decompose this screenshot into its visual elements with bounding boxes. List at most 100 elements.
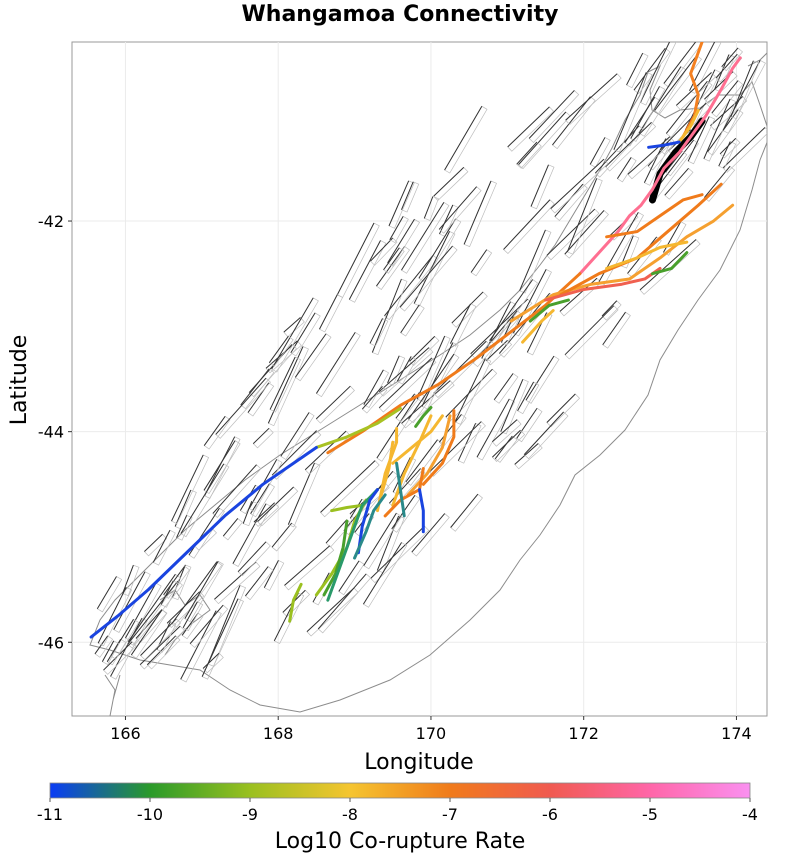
colorbar-tick-label-5: -6 (542, 805, 558, 824)
fault-trace (163, 565, 186, 596)
fault-trace (384, 255, 434, 317)
fault-trace (418, 218, 457, 279)
fault-trace (212, 464, 257, 514)
rupture-trace-11 (605, 193, 704, 239)
fault-trace (201, 598, 239, 677)
fault-trace (387, 219, 415, 264)
fault-trace (122, 565, 134, 594)
fault-trace (202, 652, 220, 669)
fault-trace (423, 196, 434, 219)
fault-trace (252, 427, 270, 444)
rupture-trace-9 (559, 182, 723, 297)
fault-trace (438, 186, 477, 230)
fault-trace (664, 167, 689, 196)
x-axis-title: Longitude (364, 750, 473, 775)
fault-trace (500, 379, 524, 432)
fault-trace (174, 489, 192, 527)
fault-trace (376, 392, 420, 459)
fault-trace (96, 576, 117, 610)
rupture-trace-15 (521, 309, 555, 344)
fault-trace (189, 604, 224, 644)
x-tick-label-0: 166 (110, 724, 141, 743)
fault-trace (626, 52, 644, 86)
colorbar-title: Log10 Co-rupture Rate (275, 829, 526, 854)
fault-trace (336, 222, 375, 296)
fault-trace (411, 513, 446, 553)
rupture-trace-13 (650, 251, 689, 276)
fault-trace (503, 199, 551, 250)
fault-trace (378, 357, 433, 409)
colorbar-tick-label-3: -8 (342, 805, 358, 824)
fault-trace (250, 483, 270, 514)
fault-trace (110, 619, 134, 657)
fault-trace (171, 454, 204, 522)
fault-trace (181, 612, 199, 636)
fault-trace (715, 53, 738, 79)
rupture-trace-1 (578, 56, 742, 276)
fault-trace (97, 587, 127, 644)
rupture-trace-32 (379, 440, 395, 497)
fault-trace (676, 72, 712, 106)
fault-trace (492, 429, 521, 458)
rupture-trace-14 (528, 298, 570, 323)
fault-trace (454, 358, 486, 423)
fault-trace (564, 210, 605, 255)
rupture-trace-30 (418, 488, 425, 534)
colorbar (49, 782, 751, 799)
fault-trace (429, 421, 482, 473)
rupture-trace-3 (677, 108, 700, 144)
fault-trace (722, 60, 761, 131)
rupture-trace-22 (414, 405, 433, 428)
fault-trace (180, 610, 217, 680)
fault-trace (519, 229, 546, 291)
fault-trace (493, 373, 514, 401)
fault-trace (306, 587, 355, 633)
fault-trace (389, 216, 404, 240)
fault-trace (721, 47, 739, 68)
fault-trace (101, 640, 115, 662)
fault-trace (253, 502, 275, 523)
rupture-trace-18 (406, 414, 452, 497)
fault-trace (127, 580, 179, 645)
rupture-trace-4 (647, 140, 681, 149)
fault-trace (602, 311, 626, 346)
y-tick-label-0: -42 (38, 212, 64, 231)
fault-trace (271, 430, 317, 476)
fault-trace (627, 136, 671, 175)
fault-trace (413, 231, 451, 304)
colorbar-tick-label-7: -4 (742, 805, 758, 824)
y-axis-ticks: -42 -44 -46 (38, 212, 72, 652)
fault-trace (399, 245, 453, 308)
fault-trace (271, 522, 293, 548)
fault-trace (449, 303, 471, 344)
fault-trace (215, 377, 267, 435)
fault-trace (371, 278, 402, 353)
rupture-trace-17 (421, 409, 456, 486)
fault-trace (370, 525, 425, 579)
fault-trace (392, 457, 411, 493)
fault-trace (530, 164, 549, 207)
fault-trace (245, 566, 269, 597)
rupture-trace-25 (322, 519, 349, 597)
fault-trace (665, 81, 708, 134)
fault-trace (507, 106, 550, 148)
fault-trace (203, 416, 226, 446)
fault-trace (630, 86, 660, 139)
fault-trace (489, 279, 534, 341)
fault-trace (283, 317, 301, 333)
fault-trace (204, 436, 236, 496)
rupture-trace-20 (383, 467, 425, 518)
fault-trace (438, 414, 462, 443)
fault-trace (317, 573, 367, 630)
fault-trace (517, 381, 535, 411)
fault-trace (492, 419, 518, 443)
rupture-traces (89, 42, 742, 639)
x-tick-label-4: 174 (721, 724, 752, 743)
fault-trace (601, 300, 618, 317)
fault-trace (146, 635, 177, 666)
fault-trace (552, 96, 591, 146)
fault-trace (703, 98, 731, 159)
fault-trace (613, 72, 647, 150)
fault-trace (594, 125, 640, 174)
fault-trace (516, 141, 538, 165)
